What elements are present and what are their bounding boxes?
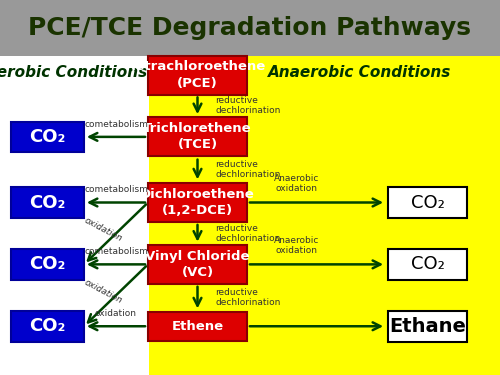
FancyBboxPatch shape [388,311,467,342]
Text: Ethene: Ethene [172,320,224,333]
FancyBboxPatch shape [148,312,247,340]
Text: Aerobic Conditions: Aerobic Conditions [0,65,148,80]
Text: CO₂: CO₂ [30,128,66,146]
Text: reductive
dechlorination: reductive dechlorination [215,288,280,307]
FancyBboxPatch shape [388,187,467,218]
FancyBboxPatch shape [12,187,84,218]
Text: Ethane: Ethane [389,317,466,336]
FancyBboxPatch shape [12,249,84,280]
Text: cometabolism: cometabolism [84,185,148,194]
Text: CO₂: CO₂ [30,255,66,273]
Text: Anaerobic
oxidation: Anaerobic oxidation [274,174,319,193]
FancyBboxPatch shape [148,117,247,156]
Text: oxidation: oxidation [95,309,137,318]
FancyBboxPatch shape [148,245,247,284]
Text: reductive
dechlorination: reductive dechlorination [215,96,280,116]
Bar [0,56,149,375]
Text: CO₂: CO₂ [30,194,66,211]
Text: oxidation: oxidation [83,278,124,305]
FancyBboxPatch shape [388,249,467,280]
Text: Trichlorethene
(TCE): Trichlorethene (TCE) [143,122,252,152]
Text: Anaerobic Conditions: Anaerobic Conditions [268,65,452,80]
Text: Tetrachloroethene
(PCE): Tetrachloroethene (PCE) [129,60,266,90]
Bar [0,0,500,56]
Text: Dichloroethene
(1,2-DCE): Dichloroethene (1,2-DCE) [140,188,255,217]
Text: reductive
dechlorination: reductive dechlorination [215,160,280,179]
Text: cometabolism: cometabolism [84,247,148,256]
Text: CO₂: CO₂ [30,317,66,335]
Text: oxidation: oxidation [83,216,124,243]
FancyBboxPatch shape [148,183,247,222]
Text: Vinyl Chloride
(VC): Vinyl Chloride (VC) [145,250,250,279]
Text: CO₂: CO₂ [410,255,444,273]
FancyBboxPatch shape [12,122,84,152]
FancyBboxPatch shape [12,311,84,342]
Text: CO₂: CO₂ [410,194,444,211]
Bar [149,56,500,375]
Text: cometabolism: cometabolism [84,120,148,129]
FancyBboxPatch shape [148,56,247,94]
Text: Anaerobic
oxidation: Anaerobic oxidation [274,236,319,255]
Text: PCE/TCE Degradation Pathways: PCE/TCE Degradation Pathways [28,16,471,40]
Text: reductive
dechlorination: reductive dechlorination [215,224,280,243]
